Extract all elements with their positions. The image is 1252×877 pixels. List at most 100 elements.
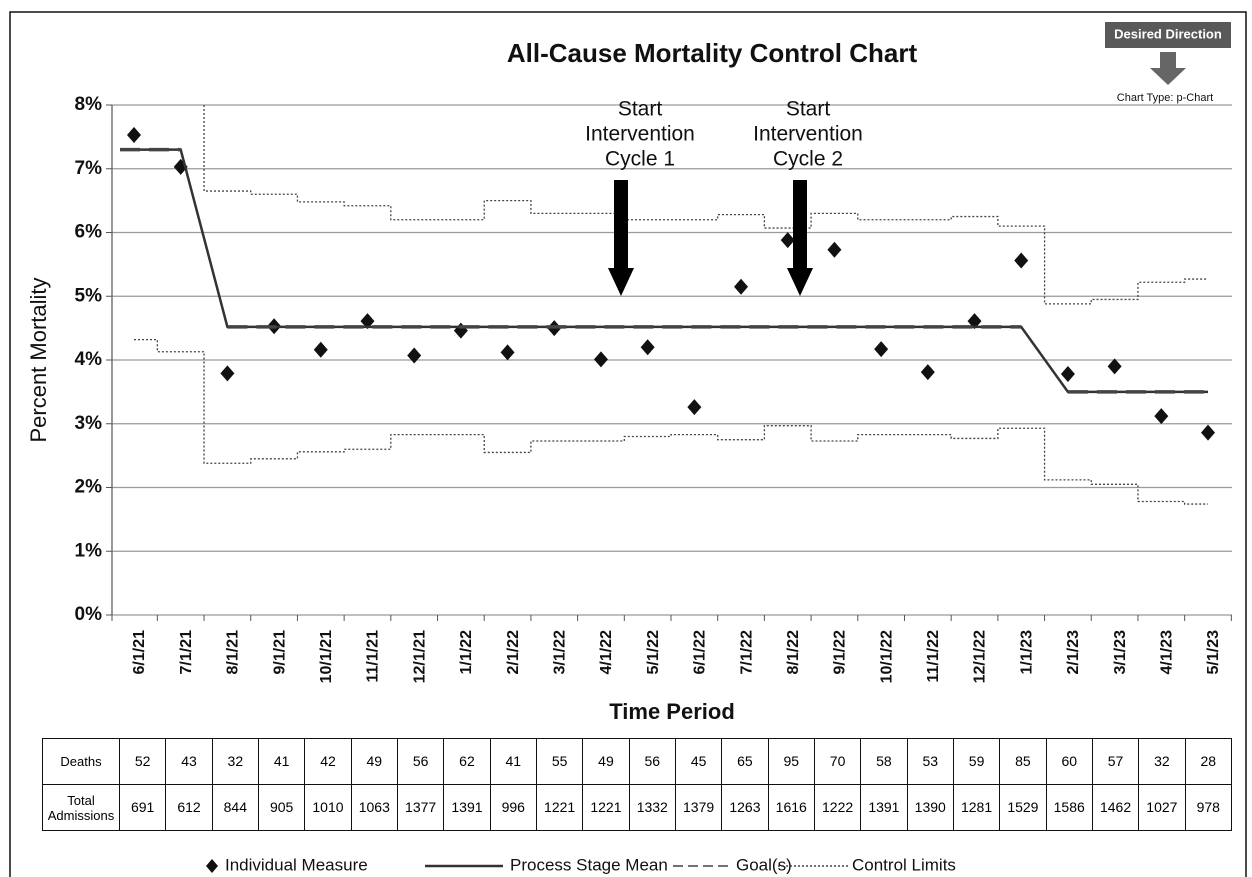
chart-title: All-Cause Mortality Control Chart xyxy=(507,38,918,68)
data-point xyxy=(127,126,141,143)
data-point xyxy=(1014,252,1029,269)
y-tick-label: 2% xyxy=(75,477,103,498)
x-axis-title: Time Period xyxy=(609,699,735,724)
data-point xyxy=(1060,366,1075,383)
x-tick-label: 1/1/22 xyxy=(458,630,475,675)
annotation-text: Cycle 1 xyxy=(605,148,675,171)
table-cell: 1377 xyxy=(396,784,445,831)
x-tick-label: 7/1/22 xyxy=(738,630,755,675)
x-tick-label: 5/1/22 xyxy=(645,630,662,675)
data-point xyxy=(313,341,328,358)
x-tick-label: 9/1/21 xyxy=(271,630,288,675)
table-cell: 56 xyxy=(628,738,676,785)
data-point xyxy=(827,241,842,258)
table-cell: 1063 xyxy=(350,784,398,831)
x-tick-label: 12/1/21 xyxy=(411,630,428,683)
x-tick-label: 9/1/22 xyxy=(832,630,849,675)
table-cell: 1586 xyxy=(1045,784,1093,831)
table-cell: 978 xyxy=(1184,784,1233,831)
x-tick-label: 3/1/22 xyxy=(551,630,568,675)
x-tick-label: 6/1/22 xyxy=(692,630,709,675)
table-cell: 1616 xyxy=(767,784,815,831)
table-cell: 1529 xyxy=(999,784,1047,831)
x-tick-label: 8/1/21 xyxy=(225,630,242,675)
table-cell: 905 xyxy=(257,784,306,831)
annotation-arrow xyxy=(608,180,634,296)
table-cell: 32 xyxy=(1138,738,1186,785)
data-point xyxy=(1107,358,1122,375)
table-row: Total Admissions 691 612 844 905 1010 1063 1377… xyxy=(42,784,1233,831)
x-tick-label: 1/1/23 xyxy=(1018,630,1035,675)
annotation-text: Intervention xyxy=(753,123,863,146)
table-cell: 1221 xyxy=(535,784,584,831)
table-cell: 42 xyxy=(304,738,352,785)
x-tick-label: 2/1/22 xyxy=(505,630,522,675)
direction-arrow xyxy=(1150,52,1186,85)
table-cell: 996 xyxy=(489,784,537,831)
chart-type-note: Chart Type: p-Chart xyxy=(1117,92,1213,104)
table-cell: 65 xyxy=(721,738,769,785)
y-tick-label: 4% xyxy=(75,349,103,370)
control-limit-upper xyxy=(203,105,1208,305)
annotation-text: Cycle 2 xyxy=(773,148,843,171)
direction-box xyxy=(1105,22,1231,48)
x-tick-label: 10/1/22 xyxy=(878,630,895,683)
annotation-text: Start xyxy=(618,98,663,121)
table-cell: 41 xyxy=(489,738,537,785)
table-cell: 53 xyxy=(906,738,954,785)
legend-label: Individual Measure xyxy=(225,855,368,874)
table-cell: 60 xyxy=(1045,738,1093,785)
mean-line xyxy=(134,148,1208,394)
data-point xyxy=(220,365,235,382)
y-tick-label: 5% xyxy=(75,285,103,306)
table-cell: 1391 xyxy=(860,784,908,831)
x-tick-label: 11/1/22 xyxy=(925,630,942,683)
annotation-text: Start xyxy=(786,98,831,121)
table-cell: 691 xyxy=(118,784,167,831)
data-point xyxy=(360,313,375,330)
y-axis-title: Percent Mortality xyxy=(26,277,51,442)
table-cell: 43 xyxy=(165,738,213,785)
data-point xyxy=(500,344,515,361)
table-cell: 32 xyxy=(211,738,259,785)
data-point xyxy=(1154,408,1169,425)
data-point xyxy=(640,339,655,356)
table-cell: 58 xyxy=(860,738,908,785)
x-tick-label: 2/1/23 xyxy=(1065,630,1082,675)
table-cell: 59 xyxy=(952,738,1001,785)
x-tick-label: 4/1/22 xyxy=(598,630,615,675)
table-cell: 85 xyxy=(999,738,1047,785)
data-point xyxy=(407,347,422,364)
data-point xyxy=(453,322,468,339)
table-cell: 1263 xyxy=(721,784,769,831)
table-cell: 612 xyxy=(165,784,213,831)
table-row: Deaths 52 43 32 41 42 49 56 62 41 55 49 56 45 65 95 70 58… xyxy=(42,738,1233,785)
row-label: Deaths xyxy=(42,738,120,785)
y-tick-label: 3% xyxy=(75,413,103,434)
table-cell: 1010 xyxy=(304,784,352,831)
y-tick-label: 7% xyxy=(75,158,103,179)
table-cell: 41 xyxy=(257,738,306,785)
annotation-arrow xyxy=(787,180,813,296)
x-tick-label: 5/1/23 xyxy=(1205,630,1222,675)
x-tick-label: 12/1/22 xyxy=(972,630,989,683)
control-limit-lower xyxy=(134,338,1208,505)
table-cell: 1390 xyxy=(906,784,954,831)
legend-label: Goal(s) xyxy=(736,855,792,874)
table-cell: 1221 xyxy=(582,784,630,831)
legend-marker xyxy=(206,859,218,873)
data-point xyxy=(920,364,935,381)
x-tick-label: 10/1/21 xyxy=(318,630,335,683)
table-cell: 70 xyxy=(813,738,862,785)
table-cell: 45 xyxy=(674,738,723,785)
table-cell: 1379 xyxy=(674,784,723,831)
data-point xyxy=(1201,424,1215,441)
data-point xyxy=(687,399,702,416)
table-cell: 57 xyxy=(1091,738,1140,785)
data-table: Deaths 52 43 32 41 42 49 56 62 41 55 49 56 45 65 95 70 58… xyxy=(42,738,1233,831)
table-cell: 55 xyxy=(535,738,584,785)
x-tick-label: 11/1/21 xyxy=(365,630,382,683)
x-tick-label: 6/1/21 xyxy=(131,630,148,675)
data-point xyxy=(780,232,795,249)
